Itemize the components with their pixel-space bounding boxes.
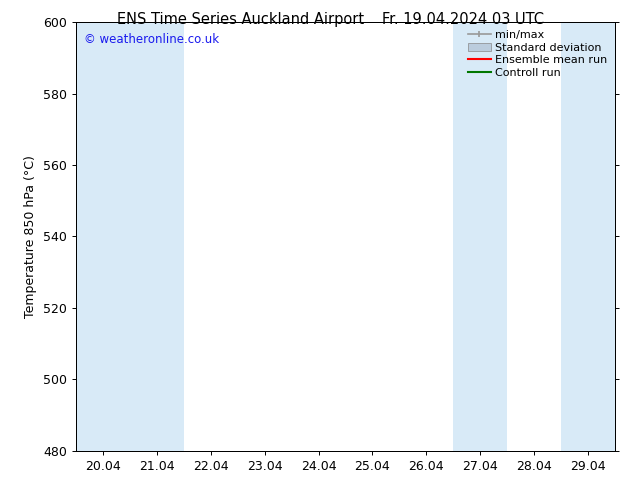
- Text: © weatheronline.co.uk: © weatheronline.co.uk: [84, 33, 219, 46]
- Bar: [561, 22, 615, 451]
- Text: ENS Time Series Auckland Airport: ENS Time Series Auckland Airport: [117, 12, 365, 27]
- Y-axis label: Temperature 850 hPa (°C): Temperature 850 hPa (°C): [25, 155, 37, 318]
- Legend: min/max, Standard deviation, Ensemble mean run, Controll run: min/max, Standard deviation, Ensemble me…: [464, 25, 612, 83]
- Bar: [76, 22, 184, 451]
- Bar: [453, 22, 507, 451]
- Text: Fr. 19.04.2024 03 UTC: Fr. 19.04.2024 03 UTC: [382, 12, 544, 27]
